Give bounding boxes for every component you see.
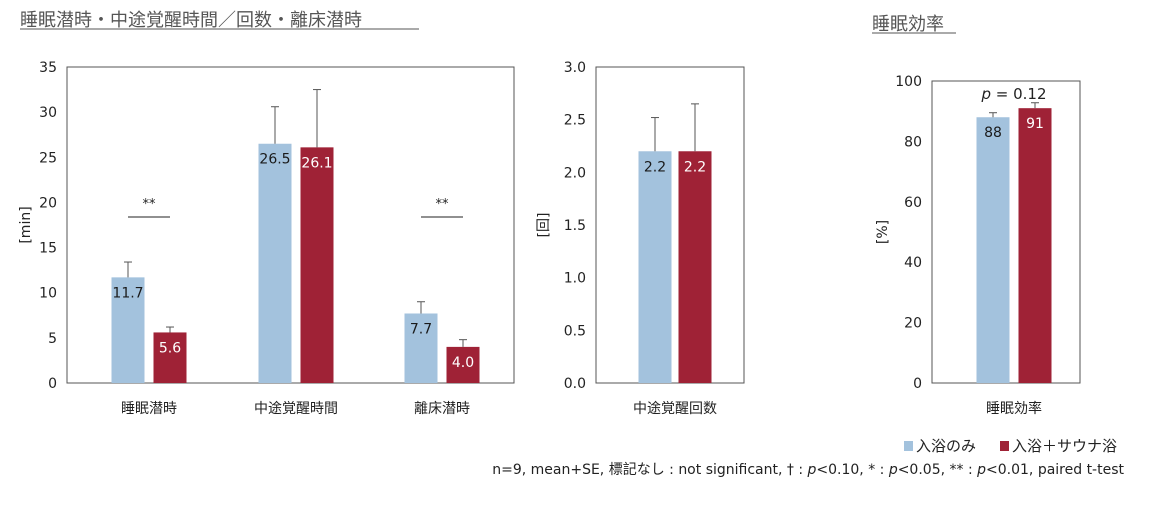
y-axis-label: [回]	[536, 213, 552, 238]
chart-0: 0 5 10 15 20 25 30 35 [min] 睡眠潜時 中途覚醒時間 離床潜時 11.7 26.…	[18, 60, 515, 417]
data-label: 2.2	[684, 159, 706, 175]
y-axis-label: [%]	[875, 220, 891, 244]
category-label: 離床潜時	[414, 400, 470, 417]
legend-label: 入浴のみ	[916, 437, 976, 455]
y-tick-label: 0.0	[564, 376, 586, 392]
significance-mark: **	[143, 197, 157, 212]
bar	[976, 117, 1010, 384]
legend: 入浴のみ 入浴＋サウナ浴	[904, 437, 1117, 455]
y-tick-label: 25	[39, 150, 57, 166]
heading-right: 睡眠効率	[872, 14, 944, 35]
y-tick-label: 10	[39, 286, 57, 302]
legend-swatch	[904, 441, 913, 451]
y-tick-label: 1.5	[564, 218, 586, 234]
footnote-part: p	[976, 462, 986, 478]
p-value-label: p = 0.12	[980, 85, 1046, 103]
y-tick-label: 2.0	[564, 165, 586, 181]
footnote: n=9, mean+SE, 標記なし : not significant, † …	[492, 461, 1124, 478]
p-value-italic: p	[980, 85, 991, 103]
footnote-part: <0.10, * :	[816, 462, 888, 478]
category-label: 中途覚醒時間	[254, 400, 338, 417]
y-tick-label: 30	[39, 105, 57, 121]
y-tick-label: 35	[39, 60, 57, 76]
y-tick-label: 15	[39, 241, 57, 257]
bar	[153, 332, 187, 383]
y-tick-label: 3.0	[564, 60, 586, 76]
y-tick-label: 60	[904, 195, 922, 211]
bar	[678, 151, 712, 383]
y-tick-label: 80	[904, 134, 922, 150]
data-label: 11.7	[112, 285, 143, 301]
data-label: 2.2	[644, 159, 666, 175]
footnote-part: <0.01, paired t-test	[986, 462, 1124, 478]
data-label: 88	[984, 125, 1002, 141]
footnote-part: n=9, mean+SE, 標記なし : not significant, † …	[492, 461, 807, 478]
legend-label: 入浴＋サウナ浴	[1012, 437, 1117, 455]
significance-mark: **	[436, 197, 450, 212]
y-tick-label: 1.0	[564, 271, 586, 287]
legend-swatch	[1000, 441, 1009, 451]
y-tick-label: 20	[39, 195, 57, 211]
bar	[638, 151, 672, 383]
chart-1: 0.0 0.5 1.0 1.5 2.0 2.5 3.0 [回] 中途覚醒回数 2.2 2.2	[536, 60, 745, 417]
data-label: 26.1	[301, 155, 332, 171]
data-label: 4.0	[452, 355, 474, 371]
bar	[300, 147, 334, 383]
y-tick-label: 0	[913, 376, 922, 392]
y-tick-label: 40	[904, 255, 922, 271]
heading-left: 睡眠潜時・中途覚醒時間／回数・離床潜時	[20, 10, 362, 31]
bar	[1018, 108, 1052, 384]
y-tick-label: 0	[48, 376, 57, 392]
y-tick-label: 100	[895, 74, 922, 90]
bar	[404, 313, 438, 383]
y-tick-label: 2.5	[564, 113, 586, 129]
charts-group: 0 5 10 15 20 25 30 35 [min] 睡眠潜時 中途覚醒時間 離床潜時 11.7 26.…	[18, 60, 1081, 417]
y-tick-label: 0.5	[564, 323, 586, 339]
chart-2: 0 20 40 60 80 100 [%] 睡眠効率 88 91 p = 0.12	[875, 74, 1081, 417]
footnote-part: p	[807, 462, 817, 478]
data-label: 91	[1026, 116, 1044, 132]
data-label: 5.6	[159, 340, 181, 356]
data-label: 7.7	[410, 321, 432, 337]
y-tick-label: 5	[48, 331, 57, 347]
footnote-part: <0.05, ** :	[898, 462, 977, 478]
category-label: 睡眠潜時	[121, 401, 177, 417]
data-label: 26.5	[259, 152, 290, 168]
p-value-rest: = 0.12	[991, 85, 1047, 103]
footnote-part: p	[888, 462, 898, 478]
bar	[446, 346, 480, 383]
category-label: 中途覚醒回数	[633, 400, 717, 417]
category-label: 睡眠効率	[986, 400, 1042, 417]
y-tick-label: 20	[904, 316, 922, 332]
bar	[258, 143, 292, 383]
bar	[111, 277, 145, 383]
y-axis-label: [min]	[18, 206, 34, 243]
